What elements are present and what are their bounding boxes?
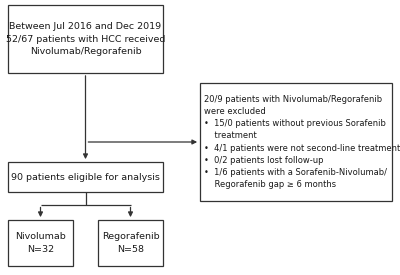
Text: Between Jul 2016 and Dec 2019
52/67 patients with HCC received
Nivolumab/Regoraf: Between Jul 2016 and Dec 2019 52/67 pati… bbox=[6, 22, 165, 56]
Text: Nivolumab
N=32: Nivolumab N=32 bbox=[15, 232, 66, 254]
FancyBboxPatch shape bbox=[8, 220, 73, 266]
Text: 90 patients eligible for analysis: 90 patients eligible for analysis bbox=[11, 172, 160, 182]
FancyBboxPatch shape bbox=[200, 83, 392, 201]
Text: Regorafenib
N=58: Regorafenib N=58 bbox=[102, 232, 159, 254]
FancyBboxPatch shape bbox=[8, 5, 163, 73]
FancyBboxPatch shape bbox=[8, 162, 163, 192]
Text: 20/9 patients with Nivolumab/Regorafenib
were excluded
•  15/0 patients without : 20/9 patients with Nivolumab/Regorafenib… bbox=[204, 95, 400, 189]
FancyBboxPatch shape bbox=[98, 220, 163, 266]
